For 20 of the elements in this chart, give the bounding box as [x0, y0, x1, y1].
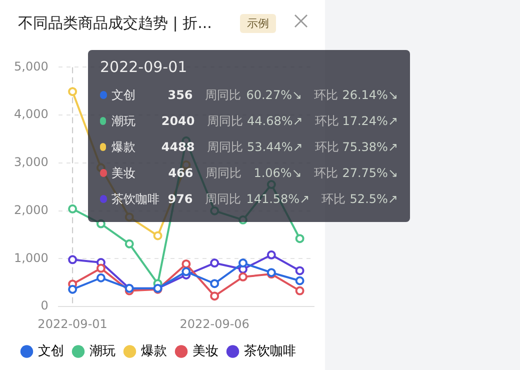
- chart-title: 不同品类商品成交趋势 | 折...: [18, 14, 212, 33]
- y-tick-label: 1,000: [14, 250, 48, 265]
- text: 美妆 466 周同比 1.06%↘ 环比 27.75%↘: [112, 166, 398, 180]
- y-tick-label: 5,000: [14, 59, 48, 74]
- text: 爆款 4488 周同比 53.44%↗ 环比 75.38%↗: [111, 140, 398, 154]
- legend-label: 潮玩: [89, 344, 116, 359]
- text: 潮玩 2040 周同比 44.68%↗ 环比 17.24%↗: [111, 114, 398, 128]
- annotation: 茶饮咖啡 976 周同比 141.58%↗ 环比 52.5%↗: [112, 190, 398, 208]
- y-tick-label: 0: [40, 298, 48, 313]
- text: 文创 356 周同比 60.27%↘ 环比 26.14%↘: [112, 88, 398, 102]
- legend-label: 美妆: [192, 342, 218, 359]
- annotation: 2022-09-01: [100, 58, 188, 76]
- y-tick-label: 3,000: [14, 155, 48, 170]
- y-tick-label: 4,000: [14, 107, 48, 122]
- x-tick-label: 2022-09-06: [180, 316, 250, 331]
- legend-label: 文创: [38, 344, 64, 359]
- legend-label: 茶饮咖啡: [244, 344, 296, 359]
- text: 示例: [240, 14, 276, 33]
- y-tick-label: 2,000: [14, 202, 48, 217]
- legend-label: 爆款: [140, 344, 167, 359]
